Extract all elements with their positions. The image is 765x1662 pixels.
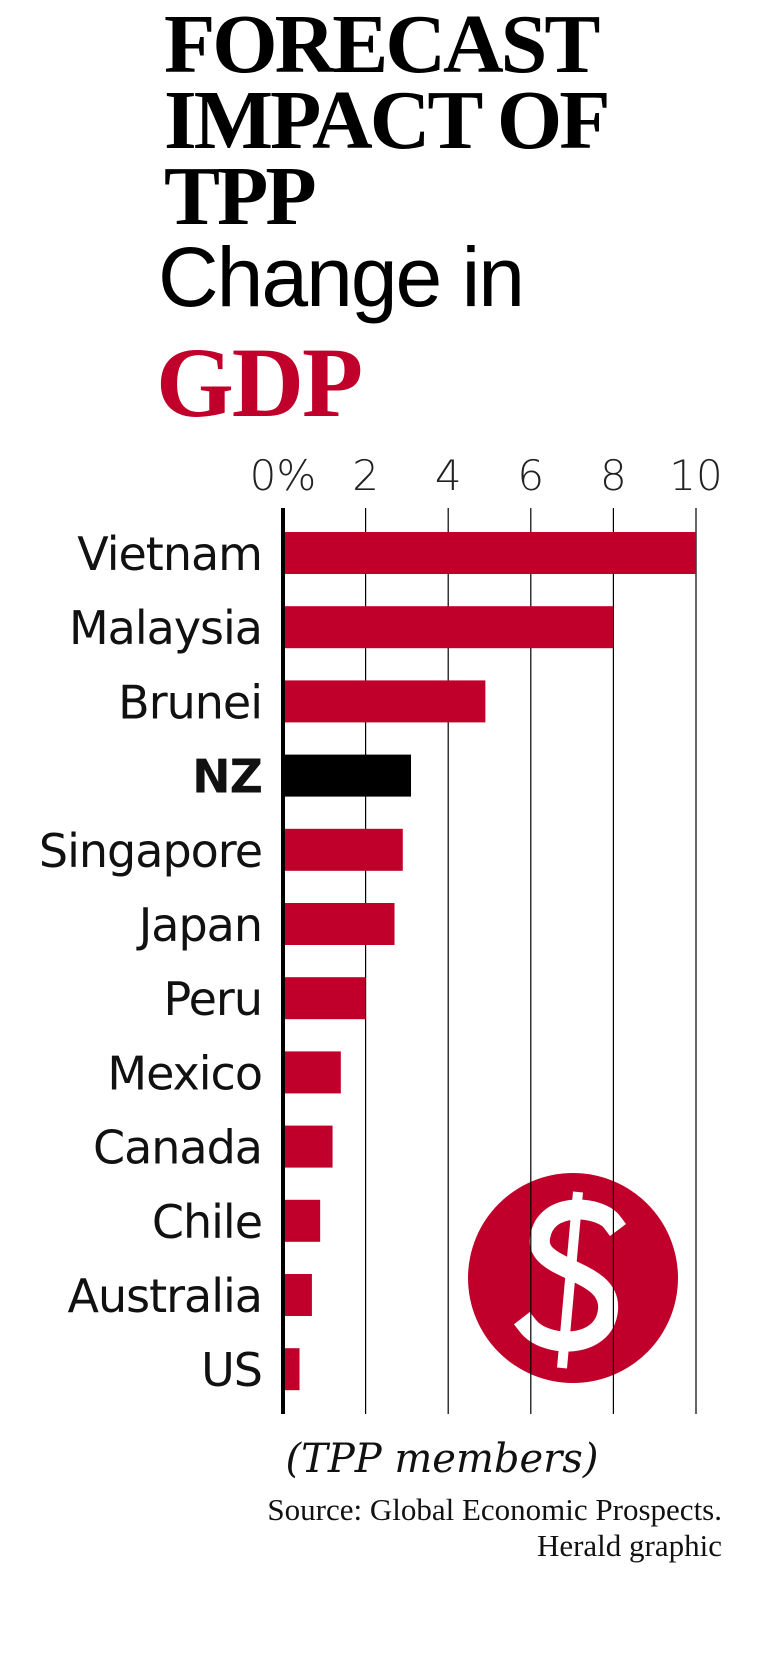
x-tick-label: 8 (600, 451, 627, 500)
y-tick-label: Mexico (107, 1046, 262, 1100)
y-tick-label: Singapore (39, 824, 262, 878)
bar (283, 532, 696, 574)
chart-title: FORECAST (164, 0, 599, 91)
subtitle-emphasis: GDP (156, 327, 361, 438)
x-tick-label: 6 (517, 451, 544, 500)
y-tick-label: Peru (164, 972, 262, 1026)
x-tick-label: 2 (352, 451, 379, 500)
x-tick-label: 0% (250, 451, 317, 500)
y-tick-label: Malaysia (69, 601, 262, 655)
bar (283, 977, 366, 1020)
x-tick-label: 4 (435, 451, 462, 500)
y-tick-label: Australia (68, 1269, 262, 1323)
y-tick-label: Brunei (118, 675, 262, 729)
x-tick-label: 10 (669, 451, 722, 500)
bar (283, 606, 614, 649)
bar (283, 1274, 312, 1316)
note: (TPP members) (286, 1436, 599, 1482)
chart-title: TPP (164, 150, 314, 243)
bar (283, 903, 395, 945)
y-tick-label: Canada (93, 1121, 262, 1175)
chart-title: IMPACT OF (164, 74, 608, 167)
bar (283, 1348, 300, 1391)
bar (283, 754, 412, 797)
source: Source: Global Economic Prospects. (267, 1492, 722, 1527)
bar (283, 1125, 333, 1168)
y-tick-label: Japan (136, 898, 262, 952)
bar (283, 828, 403, 871)
credit: Herald graphic (537, 1528, 722, 1563)
y-tick-label: NZ (192, 750, 262, 804)
y-tick-label: Chile (152, 1195, 262, 1249)
subtitle: Change in (158, 230, 523, 324)
bar (283, 680, 486, 723)
y-tick-label: US (201, 1343, 262, 1397)
y-tick-label: Vietnam (77, 527, 262, 581)
bar (283, 1199, 321, 1242)
bar (283, 1051, 341, 1094)
dollar-icon (468, 1173, 678, 1383)
